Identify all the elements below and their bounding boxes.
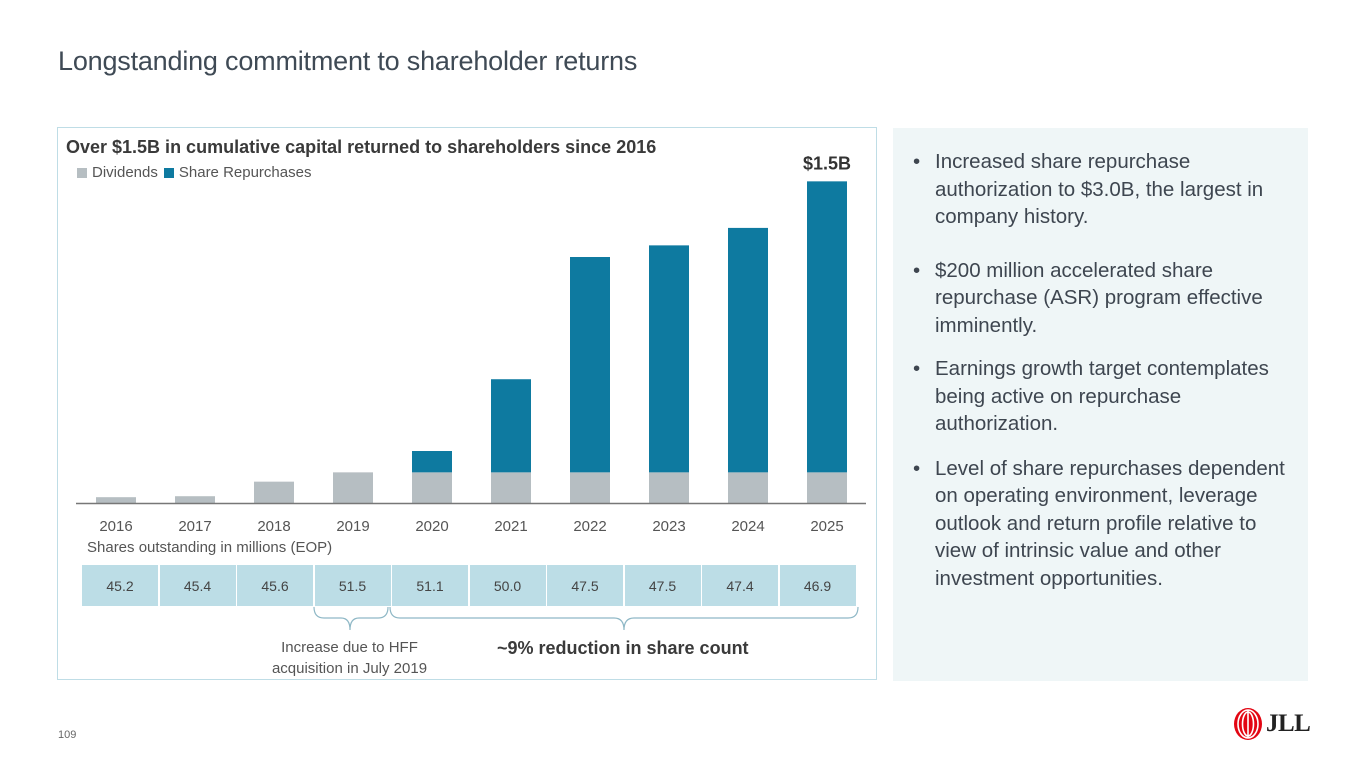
shares-outstanding-label: Shares outstanding in millions (EOP) [87,539,333,556]
logo-text: JLL [1266,710,1311,737]
legend-swatch-repurchases [163,167,174,178]
shares-cell-2016: 45.2 [82,565,158,606]
shares-cell-2023: 47.5 [624,565,701,606]
legend-item-repurchases: Share Repurchases [163,164,312,181]
hff-acquisition-note: Increase due to HFF acquisition in July … [271,639,428,677]
page-title: Longstanding commitment to shareholder r… [58,46,638,76]
legend-swatch-dividends [77,167,87,178]
shares-cell-2017: 45.4 [159,565,236,606]
shares-cell-2019: 51.5 [314,565,391,606]
page-number: 109 [58,729,77,741]
shares-cell-2025: 46.9 [779,565,856,606]
key-points-list: Increased share repurchase authorization… [913,148,1298,618]
chart-legend: Dividends Share Repurchases [77,164,317,181]
jll-logo: JLL [1233,707,1311,741]
shares-cell-2020: 51.1 [392,565,468,606]
legend-label-repurchases: Share Repurchases [178,164,312,181]
shares-cell-2022: 47.5 [547,565,623,606]
chart-title: Over $1.5B in cumulative capital returne… [66,137,657,157]
bullet-item: Increased share repurchase authorization… [913,148,1298,231]
bullet-item: $200 million accelerated share repurchas… [913,257,1298,340]
share-count-reduction-note: ~9% reduction in share count [497,638,749,658]
bullet-item: Level of share repurchases dependent on … [913,455,1298,593]
shares-cell-2024: 47.4 [702,565,778,606]
shares-cell-2018: 45.6 [237,565,313,606]
shares-outstanding-table: 45.2 45.4 45.6 51.5 51.1 50.0 47.5 47.5 47.4 46.9 [82,565,857,606]
bullet-item: Earnings growth target contemplates bein… [913,355,1298,438]
legend-label-dividends: Dividends [92,164,158,181]
shares-cell-2021: 50.0 [469,565,546,606]
jll-flame-icon [1234,708,1262,740]
legend-item-dividends: Dividends [77,164,158,181]
